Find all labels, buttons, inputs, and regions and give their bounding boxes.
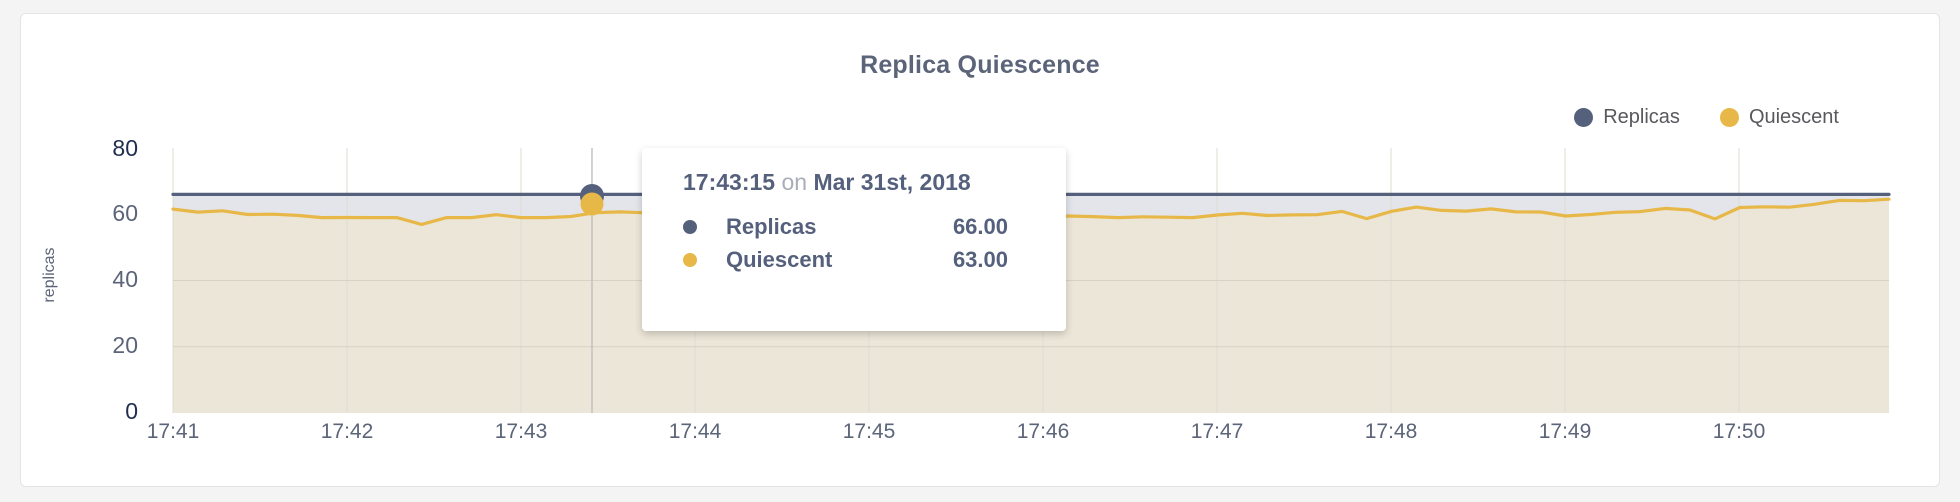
svg-text:0: 0 bbox=[125, 398, 138, 424]
svg-text:17:46: 17:46 bbox=[1017, 420, 1070, 443]
svg-text:17:45: 17:45 bbox=[843, 420, 896, 443]
svg-text:17:43: 17:43 bbox=[495, 420, 548, 443]
svg-text:60: 60 bbox=[112, 200, 138, 226]
svg-text:17:44: 17:44 bbox=[669, 420, 722, 443]
svg-text:17:48: 17:48 bbox=[1365, 420, 1418, 443]
svg-text:80: 80 bbox=[112, 135, 138, 161]
svg-text:40: 40 bbox=[112, 266, 138, 292]
svg-text:17:41: 17:41 bbox=[147, 420, 200, 443]
svg-text:17:50: 17:50 bbox=[1713, 420, 1766, 443]
svg-text:20: 20 bbox=[112, 332, 138, 358]
svg-text:17:42: 17:42 bbox=[321, 420, 374, 443]
svg-text:17:49: 17:49 bbox=[1539, 420, 1592, 443]
svg-text:17:47: 17:47 bbox=[1191, 420, 1244, 443]
